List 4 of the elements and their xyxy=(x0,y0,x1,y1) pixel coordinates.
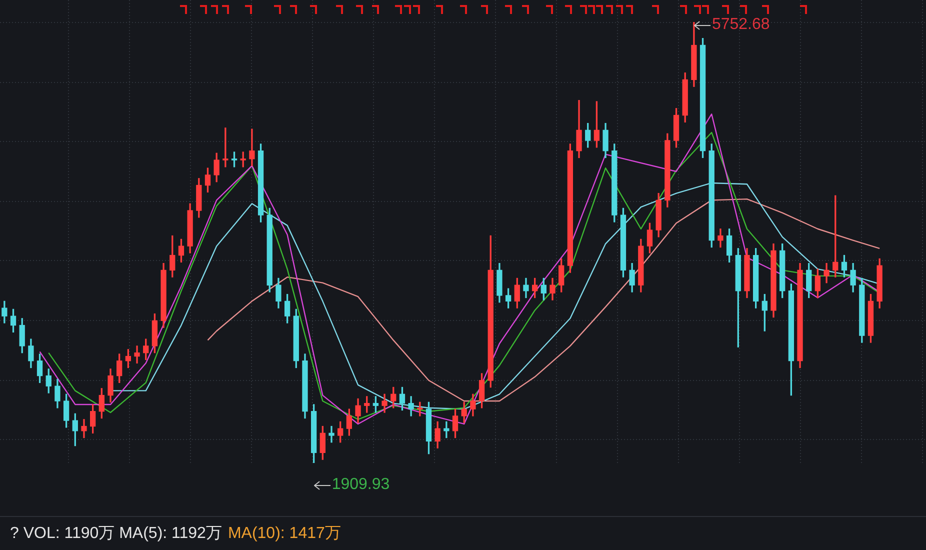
annotation: 5752.68 xyxy=(712,16,770,34)
text: 1909.93 xyxy=(332,476,390,494)
text: MA(10): 1417万 xyxy=(228,524,341,544)
text: ? VOL: 1190万 MA(5): 1192万 xyxy=(10,524,222,544)
